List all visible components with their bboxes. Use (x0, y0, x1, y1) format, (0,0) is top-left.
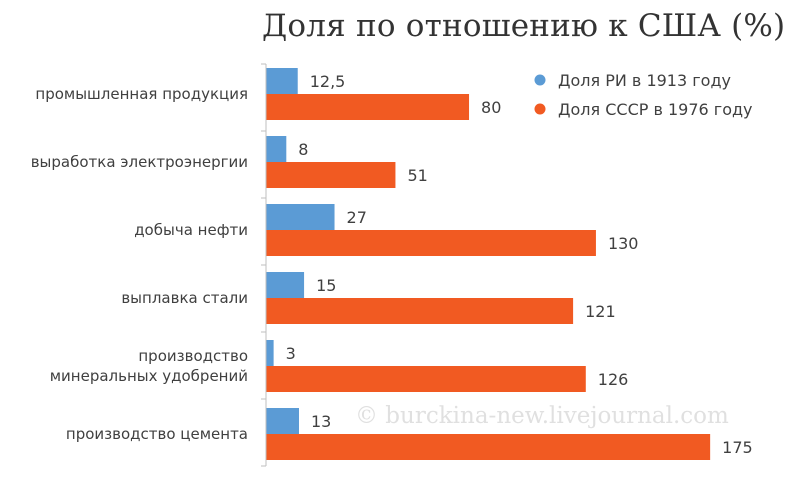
data-label: 126 (598, 370, 629, 389)
bar-ussr-1976-0 (266, 94, 470, 120)
data-label: 27 (347, 208, 367, 227)
category-label: выработка электроэнергии (31, 153, 248, 171)
legend-label: Доля СССР в 1976 году (558, 100, 753, 119)
data-label: 8 (298, 140, 308, 159)
data-label: 13 (311, 412, 331, 431)
watermark-text: © burckina-new.livejournal.com (355, 403, 729, 429)
category-label: выплавка стали (121, 289, 248, 307)
data-label: 80 (481, 98, 501, 117)
data-label: 15 (316, 276, 336, 295)
bar-ussr-1976-5 (266, 434, 711, 460)
category-label: производство цемента (66, 425, 248, 443)
bar-ussr-1976-2 (266, 230, 596, 256)
data-label: 121 (585, 302, 616, 321)
category-label: добыча нефти (134, 221, 248, 239)
legend-marker (534, 74, 546, 86)
bar-ri-1913-5 (266, 408, 299, 434)
data-label: 130 (608, 234, 639, 253)
data-label: 12,5 (310, 72, 346, 91)
bar-ri-1913-1 (266, 136, 287, 162)
data-label: 175 (722, 438, 753, 457)
bar-ussr-1976-3 (266, 298, 574, 324)
data-label: 3 (286, 344, 296, 363)
bar-ussr-1976-1 (266, 162, 396, 188)
bar-ri-1913-4 (266, 340, 274, 366)
bar-ri-1913-2 (266, 204, 335, 230)
category-label: промышленная продукция (35, 85, 248, 103)
category-label: минеральных удобрений (50, 367, 248, 385)
chart-title: Доля по отношению к США (%) (262, 8, 786, 44)
legend-label: Доля РИ в 1913 году (558, 71, 731, 90)
legend-marker (534, 103, 546, 115)
bar-ri-1913-0 (266, 68, 298, 94)
data-label: 51 (407, 166, 427, 185)
category-label: производство (138, 347, 248, 365)
bar-ri-1913-3 (266, 272, 305, 298)
bar-ussr-1976-4 (266, 366, 586, 392)
